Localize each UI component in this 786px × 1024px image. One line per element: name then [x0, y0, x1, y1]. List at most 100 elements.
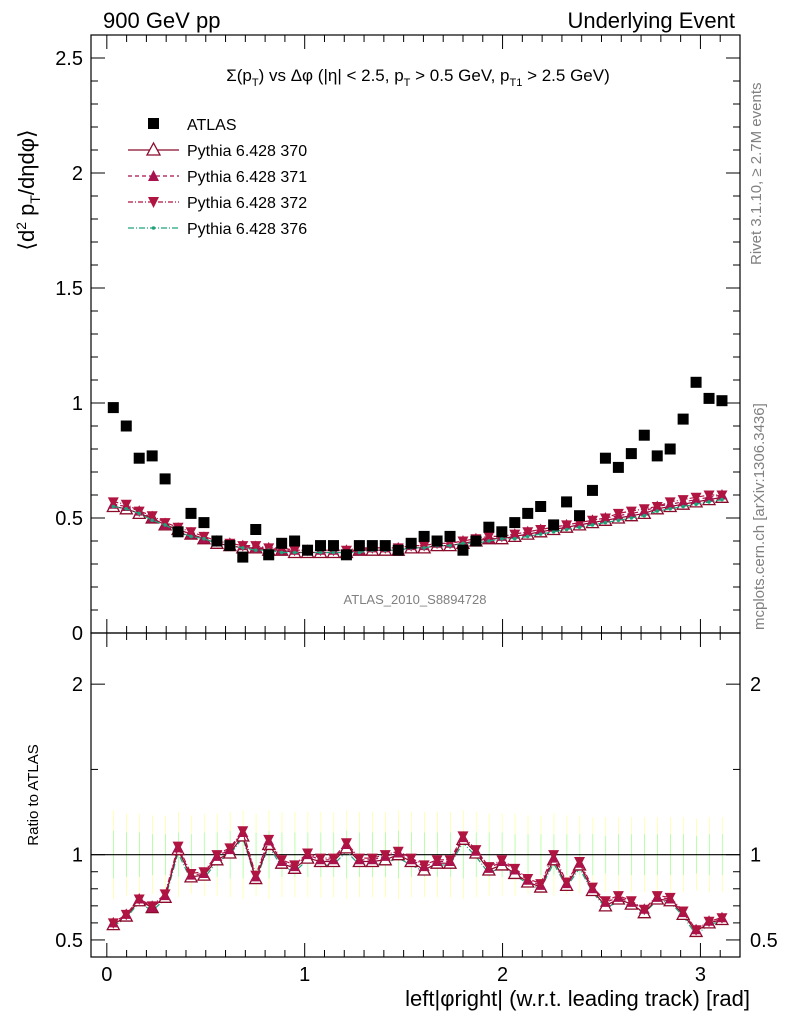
point-p372 [703, 490, 715, 501]
ratio-point-p372 [677, 906, 689, 917]
point-atlas [470, 535, 482, 547]
ratio-point-p372 [237, 826, 249, 837]
point-p376 [253, 548, 258, 552]
ratio-point-p372 [522, 874, 534, 885]
ratio-point-p372 [353, 853, 365, 865]
ratio-axes: 0.5 0.5 1 1 2 2 0 1 2 3 [55, 633, 778, 986]
point-atlas [664, 443, 676, 455]
point-atlas [522, 507, 534, 519]
point-atlas [535, 501, 547, 512]
point-p372 [586, 515, 598, 527]
ratio-point-p372 [172, 841, 184, 853]
main-panel: 0 0.5 1 1.5 2 2.5 ⟨d2 pT/dηdφ⟩ Σ(pT) vs Δφ (|… [13, 34, 741, 645]
ratio-point-p372 [120, 909, 132, 921]
main-y-axis-label: ⟨d2 pT/dηdφ⟩ [13, 129, 43, 250]
point-p376 [279, 550, 284, 555]
ratio-point-p372 [625, 896, 637, 907]
main-y-tick-label: 2 [72, 163, 83, 185]
series-line-p372 [113, 494, 722, 551]
point-p376 [124, 507, 129, 511]
point-atlas [612, 461, 624, 473]
main-axes: 0 0.5 1 1.5 2 2.5 [55, 35, 740, 645]
legend-entry-p372: Pythia 6.428 372 [128, 195, 307, 212]
ratio-point-p372 [366, 853, 378, 865]
point-p372 [146, 511, 158, 522]
ratio-point-p372 [198, 867, 210, 878]
point-atlas [340, 549, 352, 561]
ratio-point-p372 [651, 891, 663, 902]
ratio-point-p372 [133, 894, 145, 906]
ratio-point-p372 [263, 834, 275, 846]
ratio-point-p372 [716, 913, 728, 924]
ratio-point-p372 [185, 868, 197, 880]
point-p376 [500, 536, 504, 541]
point-p376 [564, 527, 569, 532]
point-atlas [586, 484, 598, 496]
point-atlas [716, 395, 728, 407]
point-atlas [289, 535, 301, 547]
point-atlas [392, 544, 404, 556]
ratio-line-p370 [112, 834, 723, 933]
point-p376 [331, 550, 336, 555]
point-p372 [107, 497, 119, 508]
point-atlas [418, 530, 430, 542]
point-p372 [612, 508, 624, 520]
point-atlas [107, 402, 119, 414]
ratio-y-tick-label: 0.5 [55, 930, 83, 952]
point-p376 [202, 536, 206, 541]
point-atlas [548, 519, 560, 531]
ratio-point-p372 [599, 896, 611, 907]
point-atlas [198, 517, 210, 529]
point-p376 [694, 502, 698, 507]
ratio-y-tick-label-right: 0.5 [750, 930, 778, 952]
ratio-point-p372 [276, 855, 288, 866]
point-atlas [574, 510, 586, 522]
main-y-tick-label: 1 [72, 393, 83, 415]
point-atlas [431, 535, 443, 547]
point-p372 [522, 527, 534, 538]
ratio-point-p372 [327, 853, 339, 865]
point-atlas [224, 540, 236, 552]
point-p376 [642, 513, 647, 518]
point-p376 [603, 520, 608, 525]
legend-label-p371: Pythia 6.428 371 [187, 169, 307, 186]
point-p376 [357, 550, 362, 555]
point-atlas [638, 429, 650, 441]
point-atlas [677, 413, 689, 425]
point-p372 [185, 527, 197, 538]
ratio-point-p372 [405, 853, 417, 865]
ratio-point-p372 [379, 850, 391, 861]
ratio-point-p372 [561, 877, 573, 888]
ratio-point-p372 [289, 860, 301, 871]
ratio-frame [90, 632, 741, 958]
point-p376 [707, 500, 711, 504]
ratio-point-p372 [664, 892, 676, 904]
ratio-point-p372 [509, 863, 521, 875]
point-atlas [405, 537, 417, 549]
point-atlas [159, 473, 171, 485]
point-p376 [629, 516, 634, 520]
ratio-point-p372 [690, 925, 702, 936]
point-p372 [535, 525, 547, 536]
main-y-tick-label: 2.5 [55, 48, 83, 70]
ratio-y-tick-label: 2 [72, 674, 83, 696]
main-plot-area [106, 376, 730, 563]
point-p376 [525, 534, 530, 539]
ratio-point-p372 [211, 850, 223, 861]
point-p376 [150, 518, 154, 523]
point-atlas [379, 540, 391, 552]
point-p372 [599, 513, 611, 524]
point-atlas [237, 551, 249, 563]
point-atlas [172, 526, 184, 538]
ratio-point-p372 [457, 831, 469, 842]
point-p376 [512, 536, 517, 541]
point-p376 [551, 530, 556, 534]
legend: ATLAS Pythia 6.428 370 Pythia 6.428 371 … [128, 117, 307, 238]
point-atlas [211, 535, 223, 547]
x-tick-label: 3 [695, 964, 706, 986]
ratio-point-p372 [444, 855, 456, 866]
point-p372 [625, 506, 637, 518]
ratio-y-tick-label-right: 2 [750, 674, 761, 696]
ratio-point-p372 [315, 853, 327, 865]
point-p376 [241, 546, 245, 550]
